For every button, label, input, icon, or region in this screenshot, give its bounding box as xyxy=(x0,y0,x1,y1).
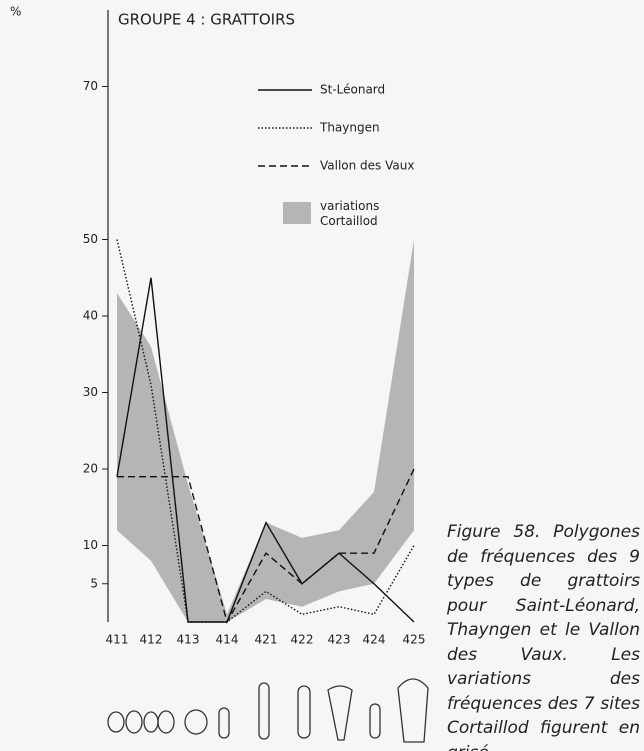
y-tick-label: 70 xyxy=(83,79,98,93)
x-tick-label: 423 xyxy=(328,633,351,647)
legend-label: St-Léonard xyxy=(320,83,385,97)
legend-label: variations Cortaillod xyxy=(320,199,379,228)
caption: Figure 58. Polygones de fréquences des 9… xyxy=(447,522,640,751)
series-line xyxy=(116,277,415,623)
y-tick-label: 5 xyxy=(90,576,98,590)
x-tick-label: 411 xyxy=(106,633,129,647)
x-tick-label: 414 xyxy=(216,633,239,647)
y-tick-label: 30 xyxy=(83,385,98,399)
x-tick-label: 421 xyxy=(255,633,278,647)
y-tick-label: 10 xyxy=(83,538,98,552)
chart-title: GROUPE 4 : GRATTOIRS xyxy=(118,11,295,29)
y-tick-label: 20 xyxy=(83,462,98,476)
x-tick-label: 422 xyxy=(291,633,314,647)
x-tick-label: 412 xyxy=(140,633,163,647)
y-axis-label: % xyxy=(10,5,21,19)
legend-label: Vallon des Vaux xyxy=(320,159,414,173)
x-tick-label: 413 xyxy=(177,633,200,647)
y-tick-label: 40 xyxy=(83,309,98,323)
y-tick-label: 50 xyxy=(83,232,98,246)
tool-drawings xyxy=(107,678,429,743)
x-tick-label: 425 xyxy=(403,633,426,647)
variation-band xyxy=(117,239,414,622)
legend-swatch xyxy=(283,202,311,224)
legend-label: Thayngen xyxy=(319,121,380,135)
series-line xyxy=(117,468,415,624)
series-line xyxy=(116,239,415,623)
x-tick-label: 424 xyxy=(363,633,386,647)
